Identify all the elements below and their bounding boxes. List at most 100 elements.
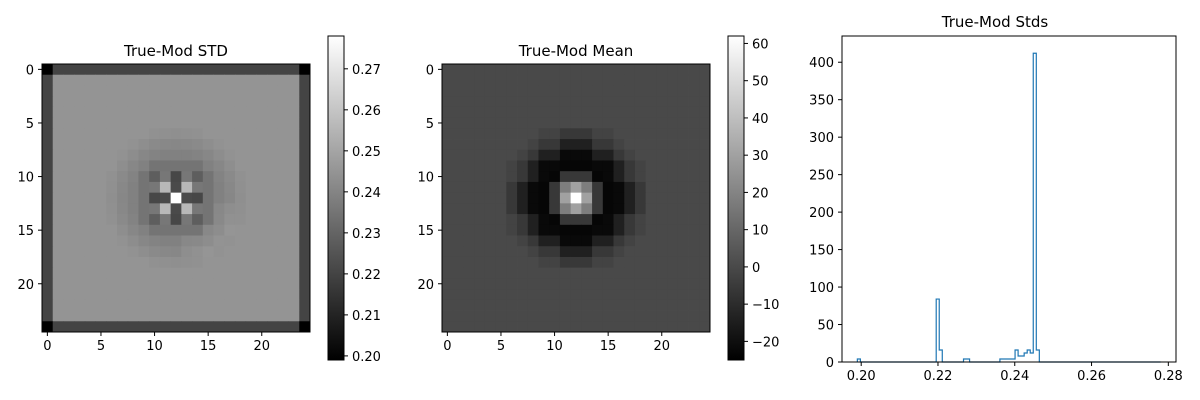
heatmap-cell xyxy=(234,139,247,151)
heatmap-cell xyxy=(656,128,668,140)
heatmap-cell xyxy=(299,278,311,290)
heatmap-cell xyxy=(181,278,193,290)
heatmap-cell xyxy=(95,192,107,204)
heatmap-cell xyxy=(95,278,107,290)
heatmap-cell xyxy=(202,299,214,311)
heatmap-cell xyxy=(452,74,464,86)
heatmap-cell xyxy=(624,96,636,108)
colorbar-tick-label: 40 xyxy=(752,112,769,127)
heatmap-cell xyxy=(256,128,268,140)
heatmap-cell xyxy=(634,278,647,290)
heatmap-cell xyxy=(559,310,572,322)
heatmap-cell xyxy=(570,160,582,172)
heatmap-cell xyxy=(538,203,550,215)
heatmap-cell xyxy=(267,278,279,290)
heatmap-cell xyxy=(527,235,539,247)
heatmap-cell xyxy=(592,96,604,108)
heatmap-cell xyxy=(667,278,679,290)
heatmap-cell xyxy=(452,149,464,161)
colorbar-tick-label: −20 xyxy=(752,335,779,350)
heatmap-cell xyxy=(592,267,604,279)
heatmap-cell xyxy=(95,289,107,301)
heatmap-cell xyxy=(602,310,614,322)
heatmap-cell xyxy=(463,256,475,269)
heatmap-cell xyxy=(452,171,464,183)
heatmap-cell xyxy=(95,85,107,97)
heatmap-cell xyxy=(613,64,625,76)
heatmap-cell xyxy=(84,64,96,76)
heatmap-cell xyxy=(581,117,593,129)
heatmap-cell xyxy=(667,256,679,269)
heatmap-cell xyxy=(224,106,236,118)
heatmap-cell xyxy=(602,299,614,311)
heatmap-cell xyxy=(634,117,647,129)
heatmap-cell xyxy=(527,289,539,301)
heatmap-cell xyxy=(170,192,182,204)
heatmap-cell xyxy=(667,203,679,215)
heatmap-cell xyxy=(74,203,86,215)
heatmap-cell xyxy=(624,171,636,183)
heatmap-cell xyxy=(624,203,636,215)
heatmap-cell xyxy=(677,278,689,290)
heatmap-cell xyxy=(688,96,700,108)
heatmap-cell xyxy=(602,160,614,172)
heatmap-cell xyxy=(645,321,657,333)
heatmap-cell xyxy=(517,267,529,279)
heatmap-cell xyxy=(634,289,647,301)
heatmap-cell xyxy=(527,64,539,76)
heatmap-cell xyxy=(581,321,593,333)
heatmap-cell xyxy=(84,214,96,226)
heatmap-cell xyxy=(224,214,236,226)
heatmap-cell xyxy=(624,235,636,247)
heatmap-cell xyxy=(549,267,561,279)
heatmap-cell xyxy=(127,246,139,258)
heatmap-cell xyxy=(538,160,550,172)
heatmap-cell xyxy=(677,74,689,86)
heatmap-cell xyxy=(42,203,54,215)
heatmap-cell xyxy=(117,203,129,215)
heatmap-cell xyxy=(277,310,289,322)
heatmap-cell xyxy=(42,224,54,236)
heatmap-cell xyxy=(442,267,454,279)
heatmap-cell xyxy=(277,106,289,118)
heatmap-cell xyxy=(202,235,214,247)
heatmap-cell xyxy=(484,74,496,86)
heatmap-cell xyxy=(170,64,182,76)
heatmap-cell xyxy=(213,74,225,86)
heatmap-cell xyxy=(106,171,118,183)
heatmap-cell xyxy=(624,128,636,140)
heatmap-cell xyxy=(549,117,561,129)
heatmap-cell xyxy=(688,139,700,151)
heatmap-cell xyxy=(506,289,518,301)
heatmap-cell xyxy=(656,267,668,279)
heatmap-cell xyxy=(538,117,550,129)
heatmap-cell xyxy=(117,128,129,140)
heatmap-cell xyxy=(159,214,172,226)
histogram-title: True-Mod Stds xyxy=(941,13,1049,31)
heatmap-cell xyxy=(667,85,679,97)
heatmap-cell xyxy=(127,85,139,97)
heatmap-cell xyxy=(52,106,64,118)
heatmap-cell xyxy=(192,74,204,86)
heatmap-cell xyxy=(256,310,268,322)
heatmap-cell xyxy=(484,278,496,290)
heatmap-cell xyxy=(517,214,529,226)
heatmap-cell xyxy=(117,96,129,108)
heatmap-cell xyxy=(463,181,475,194)
heatmap-cell xyxy=(463,235,475,247)
heatmap-cell xyxy=(699,96,711,108)
heatmap-cell xyxy=(538,267,550,279)
heatmap-cell xyxy=(138,267,150,279)
heatmap-cell xyxy=(699,299,711,311)
heatmap-cell xyxy=(570,171,582,183)
heatmap-cell xyxy=(299,96,311,108)
heatmap-cell xyxy=(170,128,182,140)
heatmap-cell xyxy=(213,299,225,311)
heatmap-cell xyxy=(192,256,204,269)
heatmap-cell xyxy=(517,256,529,269)
heatmap-cell xyxy=(127,171,139,183)
heatmap-cell xyxy=(299,171,311,183)
heatmap-cell xyxy=(267,235,279,247)
heatmap-cell xyxy=(299,299,311,311)
heatmap-cell xyxy=(559,278,572,290)
